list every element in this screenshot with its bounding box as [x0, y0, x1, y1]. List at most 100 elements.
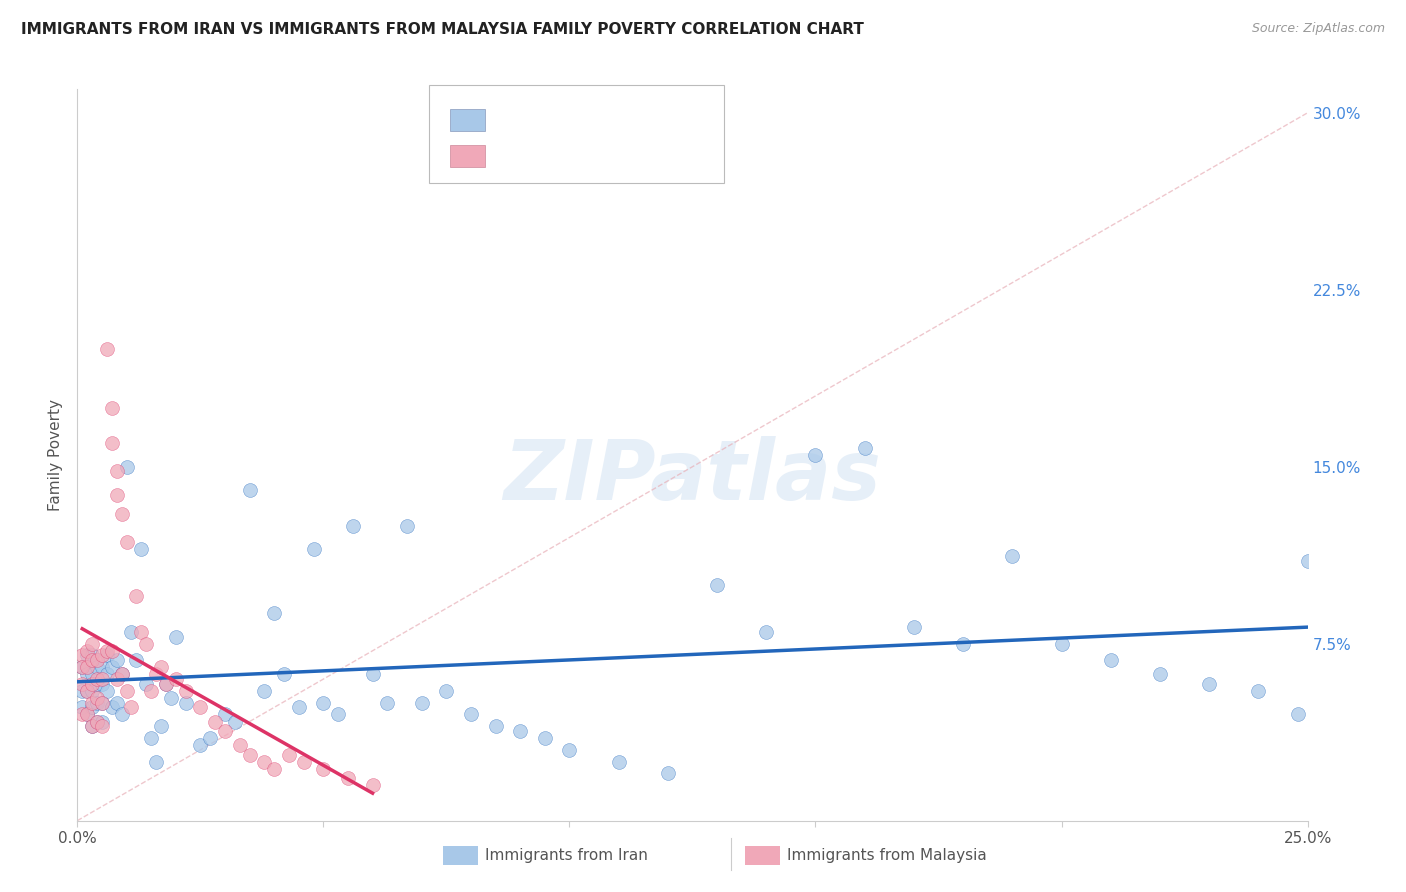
Point — [174, 696, 197, 710]
Point — [755, 624, 778, 639]
Point — [174, 684, 197, 698]
Point — [278, 747, 301, 762]
Point — [263, 762, 285, 776]
Point — [90, 648, 114, 663]
Point — [135, 677, 157, 691]
Point — [115, 684, 138, 698]
Point — [342, 518, 364, 533]
Point — [86, 660, 108, 674]
Point — [70, 684, 93, 698]
Point — [125, 653, 148, 667]
Point — [96, 684, 118, 698]
Point — [302, 542, 325, 557]
Text: 0.197: 0.197 — [520, 149, 568, 163]
Point — [204, 714, 226, 729]
Point — [70, 660, 93, 674]
Point — [111, 667, 132, 681]
Point — [90, 677, 114, 691]
Text: R =: R = — [492, 113, 526, 128]
Point — [90, 714, 114, 729]
Point — [76, 707, 98, 722]
Point — [150, 660, 173, 674]
Text: 0.246: 0.246 — [520, 113, 568, 128]
Point — [155, 677, 177, 691]
Point — [76, 684, 98, 698]
Point — [292, 755, 315, 769]
Point — [82, 719, 104, 733]
Point — [165, 630, 187, 644]
Text: 55: 55 — [602, 149, 623, 163]
Point — [70, 648, 93, 663]
Point — [90, 672, 114, 686]
Point — [273, 667, 295, 681]
Point — [82, 696, 104, 710]
Point — [70, 660, 93, 674]
Point — [903, 620, 925, 634]
Point — [706, 577, 728, 591]
Point — [111, 507, 132, 521]
Point — [145, 755, 167, 769]
Point — [121, 624, 143, 639]
Point — [155, 677, 177, 691]
Point — [105, 696, 128, 710]
Point — [101, 401, 124, 415]
Point — [509, 723, 531, 738]
Point — [101, 644, 124, 658]
Point — [188, 700, 212, 714]
Point — [460, 707, 482, 722]
Point — [82, 667, 104, 681]
Point — [326, 707, 350, 722]
Point — [86, 690, 108, 705]
Point — [76, 667, 98, 681]
Point — [76, 707, 98, 722]
Point — [86, 653, 108, 667]
Point — [76, 644, 98, 658]
Point — [111, 707, 132, 722]
Point — [239, 747, 262, 762]
Point — [263, 606, 285, 620]
Text: N =: N = — [574, 113, 607, 128]
Point — [105, 488, 128, 502]
Point — [853, 441, 876, 455]
Point — [76, 684, 98, 698]
Point — [188, 738, 212, 752]
Point — [228, 738, 252, 752]
Point — [90, 696, 114, 710]
Point — [145, 667, 167, 681]
Point — [1001, 549, 1024, 564]
Point — [101, 700, 124, 714]
Point — [86, 672, 108, 686]
Point — [129, 542, 153, 557]
Point — [804, 448, 827, 462]
Point — [141, 731, 163, 745]
Text: ZIPatlas: ZIPatlas — [503, 436, 882, 517]
Text: R =: R = — [492, 149, 526, 163]
Point — [101, 660, 124, 674]
Point — [377, 696, 399, 710]
Point — [361, 667, 384, 681]
Point — [1099, 653, 1122, 667]
Point — [96, 648, 118, 663]
Text: 80: 80 — [602, 113, 623, 128]
Point — [200, 731, 222, 745]
Point — [90, 660, 114, 674]
Point — [125, 590, 148, 604]
Point — [96, 667, 118, 681]
Text: Immigrants from Malaysia: Immigrants from Malaysia — [787, 848, 987, 863]
Point — [86, 714, 108, 729]
Point — [160, 690, 183, 705]
Point — [86, 677, 108, 691]
Text: Source: ZipAtlas.com: Source: ZipAtlas.com — [1251, 22, 1385, 36]
Point — [82, 719, 104, 733]
Point — [485, 719, 508, 733]
Point — [105, 672, 128, 686]
Point — [288, 700, 311, 714]
Point — [411, 696, 433, 710]
Point — [214, 707, 236, 722]
Point — [129, 624, 153, 639]
Y-axis label: Family Poverty: Family Poverty — [48, 399, 63, 511]
Point — [70, 677, 93, 691]
Point — [253, 755, 276, 769]
Point — [90, 719, 114, 733]
Point — [214, 723, 236, 738]
